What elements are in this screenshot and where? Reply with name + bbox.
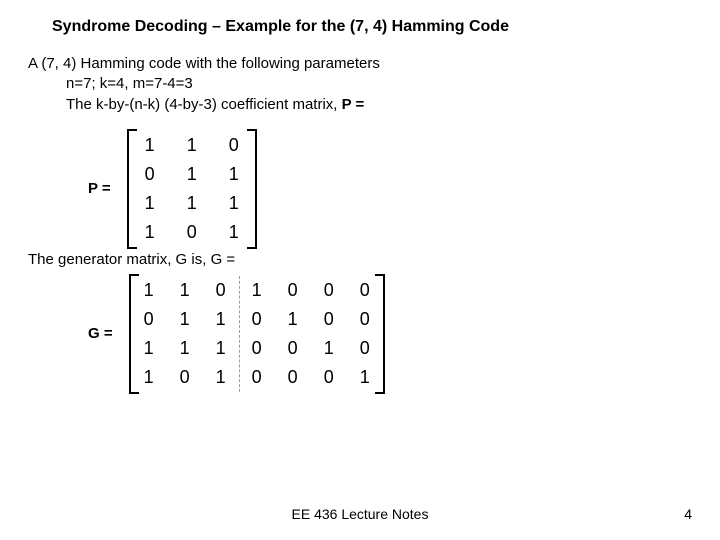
matrix-cell: 1	[129, 131, 171, 160]
matrix-cell: 0	[171, 218, 213, 247]
matrix-cell: 1	[131, 334, 167, 363]
p-label: P =	[88, 180, 111, 197]
matrix-cell: 0	[275, 276, 311, 305]
intro-line-2: n=7; k=4, m=7-4=3	[66, 74, 692, 94]
matrix-cell: 0	[275, 363, 311, 392]
footer-page-number: 4	[684, 506, 692, 522]
matrix-cell: 0	[131, 305, 167, 334]
intro-block: A (7, 4) Hamming code with the following…	[28, 54, 692, 115]
matrix-cell: 0	[347, 305, 383, 334]
matrix-cell: 1	[131, 276, 167, 305]
page-title: Syndrome Decoding – Example for the (7, …	[52, 18, 692, 36]
matrix-cell: 1	[167, 276, 203, 305]
g-matrix-section: G = 1101000011010011100101010001	[88, 274, 692, 394]
intro-line-1: A (7, 4) Hamming code with the following…	[28, 54, 692, 74]
g-matrix-divider	[239, 276, 240, 392]
matrix-cell: 0	[311, 305, 347, 334]
matrix-cell: 1	[129, 189, 171, 218]
generator-line: The generator matrix, G is, G =	[28, 251, 692, 268]
matrix-cell: 1	[171, 131, 213, 160]
matrix-cell: 1	[203, 363, 239, 392]
footer: EE 436 Lecture Notes 4	[0, 506, 720, 522]
matrix-cell: 0	[275, 334, 311, 363]
matrix-cell: 1	[167, 305, 203, 334]
matrix-cell: 1	[347, 363, 383, 392]
matrix-cell: 1	[171, 160, 213, 189]
matrix-cell: 0	[347, 276, 383, 305]
matrix-cell: 1	[171, 189, 213, 218]
matrix-cell: 1	[203, 305, 239, 334]
g-matrix: 1101000011010011100101010001	[123, 274, 391, 394]
matrix-cell: 1	[213, 218, 255, 247]
p-matrix: 110011111101	[121, 129, 263, 249]
matrix-cell: 1	[203, 334, 239, 363]
matrix-cell: 0	[167, 363, 203, 392]
p-matrix-table: 110011111101	[129, 131, 255, 247]
matrix-cell: 0	[347, 334, 383, 363]
matrix-cell: 1	[213, 160, 255, 189]
intro-line-3-text: The k-by-(n-k) (4-by-3) coefficient matr…	[66, 96, 342, 113]
intro-line-3: The k-by-(n-k) (4-by-3) coefficient matr…	[66, 95, 692, 115]
matrix-cell: 0	[311, 363, 347, 392]
matrix-cell: 1	[167, 334, 203, 363]
matrix-cell: 1	[239, 276, 275, 305]
matrix-cell: 0	[239, 363, 275, 392]
matrix-cell: 1	[129, 218, 171, 247]
p-matrix-section: P = 110011111101	[88, 129, 692, 249]
matrix-cell: 0	[311, 276, 347, 305]
matrix-cell: 0	[239, 305, 275, 334]
intro-line-3-bold: P =	[342, 96, 365, 113]
matrix-cell: 0	[203, 276, 239, 305]
matrix-cell: 0	[239, 334, 275, 363]
g-matrix-table: 1101000011010011100101010001	[131, 276, 383, 392]
matrix-cell: 1	[131, 363, 167, 392]
matrix-cell: 0	[213, 131, 255, 160]
g-label: G =	[88, 325, 113, 342]
matrix-cell: 1	[275, 305, 311, 334]
matrix-cell: 1	[213, 189, 255, 218]
footer-center: EE 436 Lecture Notes	[0, 506, 720, 522]
matrix-cell: 1	[311, 334, 347, 363]
matrix-cell: 0	[129, 160, 171, 189]
